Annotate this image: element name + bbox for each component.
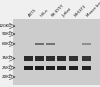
Text: Mouse brain: Mouse brain bbox=[86, 0, 100, 18]
Bar bbox=[46, 43, 55, 45]
Text: 35KD: 35KD bbox=[2, 56, 12, 60]
Bar bbox=[46, 56, 55, 61]
Bar bbox=[69, 56, 78, 61]
Bar bbox=[57, 66, 66, 70]
Text: HeLa: HeLa bbox=[39, 8, 49, 18]
Bar bbox=[69, 66, 78, 70]
Bar bbox=[24, 66, 33, 70]
Bar bbox=[35, 56, 44, 61]
Text: 25KD: 25KD bbox=[2, 66, 12, 70]
Bar bbox=[57, 56, 66, 61]
Bar bbox=[13, 19, 100, 85]
Text: SH-SY5Y: SH-SY5Y bbox=[51, 3, 65, 18]
Text: 60KD: 60KD bbox=[2, 42, 12, 46]
Text: Jurkat: Jurkat bbox=[62, 7, 73, 18]
Bar bbox=[24, 56, 33, 61]
Bar bbox=[35, 43, 44, 45]
Text: 20KD: 20KD bbox=[2, 75, 12, 79]
Bar bbox=[46, 66, 55, 70]
Bar bbox=[35, 66, 44, 70]
Text: A375: A375 bbox=[28, 8, 38, 18]
Text: NIH/3T3: NIH/3T3 bbox=[73, 4, 87, 18]
Bar bbox=[82, 66, 91, 70]
Text: 120KD: 120KD bbox=[0, 24, 12, 28]
Bar bbox=[82, 56, 91, 61]
Bar bbox=[82, 43, 91, 45]
Text: 90KD: 90KD bbox=[2, 32, 12, 36]
